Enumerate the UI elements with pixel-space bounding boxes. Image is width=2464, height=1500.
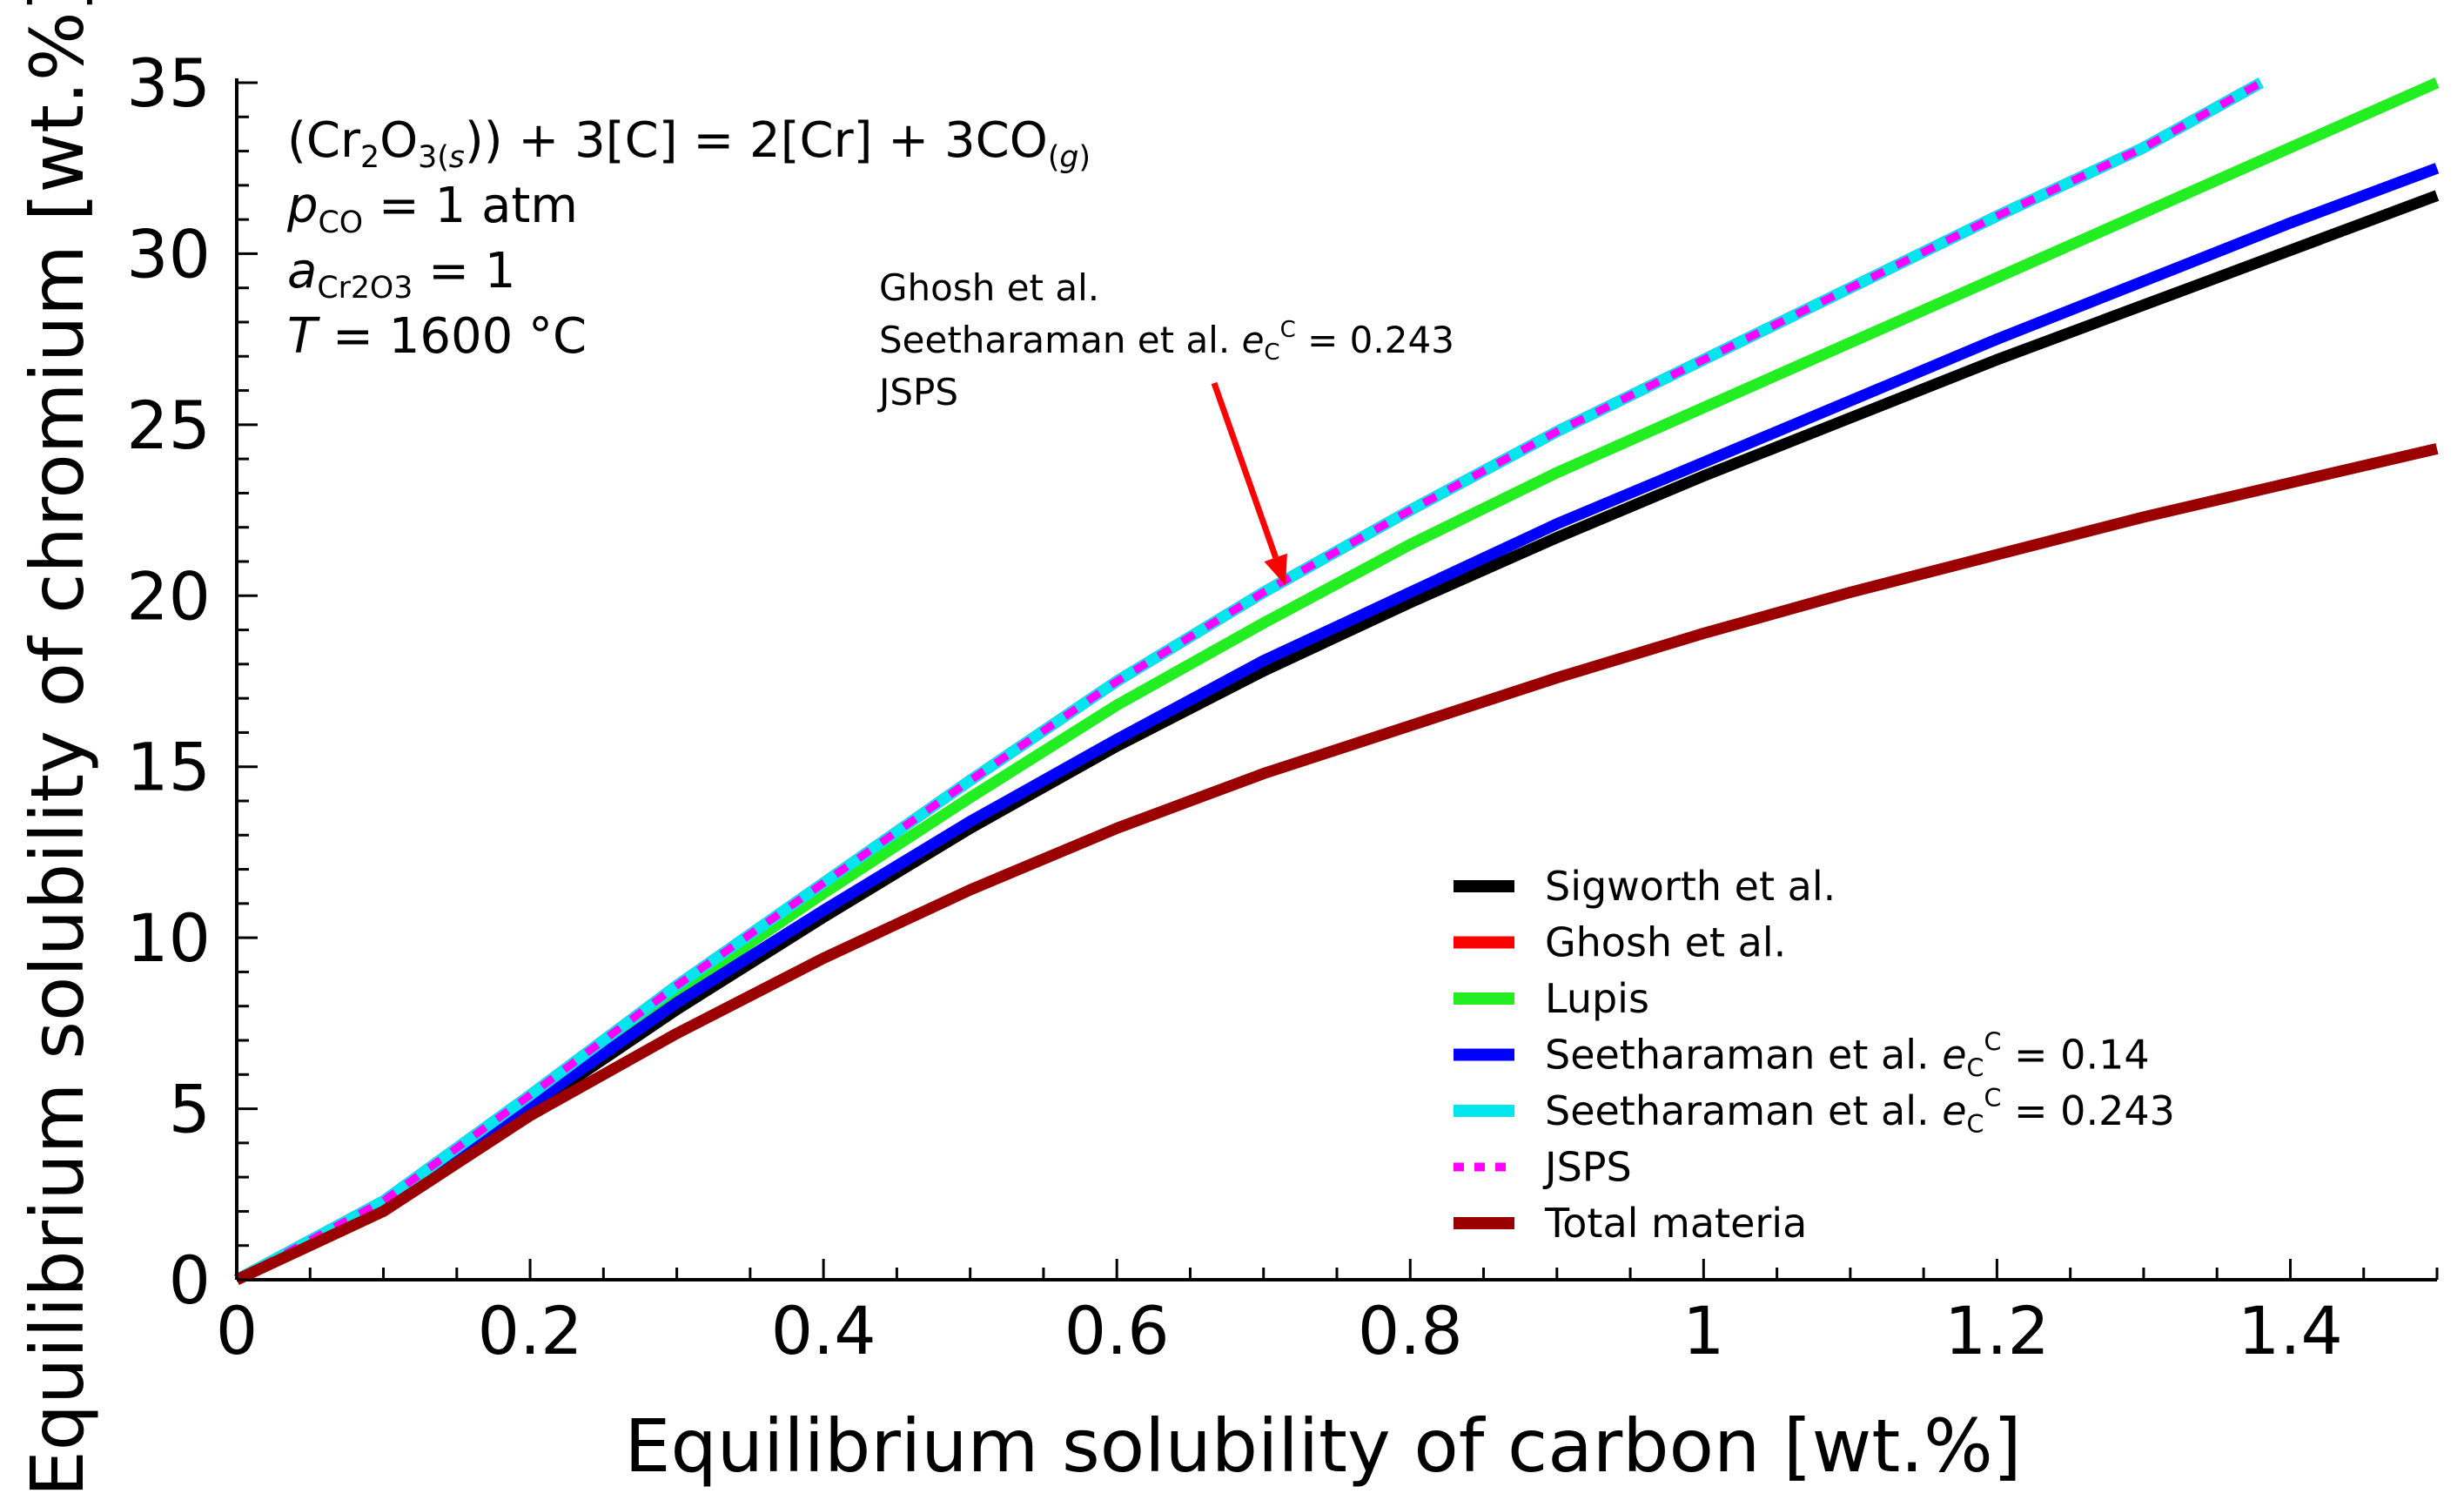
y-tick-label: 30 — [126, 215, 211, 293]
legend-label-1: Sigworth et al. — [1545, 863, 1836, 910]
y-axis-title: Equilibrium solubility of chromium [wt.%… — [15, 0, 100, 1497]
y-tick-label: 20 — [126, 557, 211, 635]
arrow-label-line3: JSPS — [876, 371, 958, 414]
x-tick-label: 0 — [216, 1292, 258, 1369]
legend: Sigworth et al. Ghosh et al. Lupis Seethara… — [1454, 863, 2175, 1247]
x-tick-label: 0.6 — [1064, 1292, 1170, 1369]
series-line-7 — [234, 443, 2439, 1285]
x-tick-label: 1.2 — [1944, 1292, 2050, 1369]
arrow-annotation: Ghosh et al. Seetharaman et al. eCC = 0.… — [876, 266, 1454, 586]
activity-condition: aCr2O3 = 1 — [287, 243, 516, 306]
arrow-label-line1: Ghosh et al. — [879, 266, 1099, 309]
y-tick-label: 25 — [126, 387, 211, 464]
x-tick-label: 0.4 — [771, 1292, 876, 1369]
pco-condition: pCO = 1 atm — [286, 178, 578, 240]
x-tick-label: 1.4 — [2238, 1292, 2343, 1369]
annotation-arrow-line — [1211, 381, 1279, 559]
legend-label-2: Ghosh et al. — [1545, 919, 1786, 966]
series-layer — [233, 77, 2440, 1285]
arrow-label-line2: Seetharaman et al. eCC = 0.243 — [879, 317, 1454, 366]
legend-label-6: JSPS — [1542, 1144, 1632, 1191]
x-tick-label: 0.8 — [1358, 1292, 1463, 1369]
ticks-layer: 0 0.2 0.4 0.6 0.8 1 1.2 1.4 0 5 10 15 20 25 30 35 — [126, 44, 2439, 1369]
annotation-arrow-head — [1264, 553, 1287, 586]
temperature-condition: T = 1600 °C — [287, 308, 587, 365]
x-tick-label: 0.2 — [478, 1292, 583, 1369]
x-axis-title: Equilibrium solubility of carbon [wt.%] — [624, 1403, 2021, 1489]
y-tick-label: 5 — [169, 1071, 211, 1148]
series-line-4 — [234, 163, 2440, 1285]
reaction-equation: (Cr2O3(s)) + 3[C] = 2[Cr] + 3CO(g) — [287, 112, 1091, 175]
legend-label-3: Lupis — [1545, 975, 1649, 1022]
y-tick-label: 10 — [126, 899, 211, 977]
y-tick-label: 35 — [126, 44, 211, 122]
legend-label-5: Seetharaman et al. eCC = 0.243 — [1545, 1084, 2175, 1139]
x-tick-label: 1 — [1682, 1292, 1724, 1369]
series-line-6 — [234, 79, 2263, 1283]
legend-label-7: Total materia — [1544, 1200, 1807, 1247]
legend-label-4: Seetharaman et al. eCC = 0.14 — [1545, 1028, 2150, 1083]
y-tick-label: 15 — [126, 729, 211, 806]
reaction-annotation: (Cr2O3(s)) + 3[C] = 2[Cr] + 3CO(g) pCO =… — [286, 112, 1091, 365]
y-tick-label: 0 — [169, 1241, 211, 1319]
